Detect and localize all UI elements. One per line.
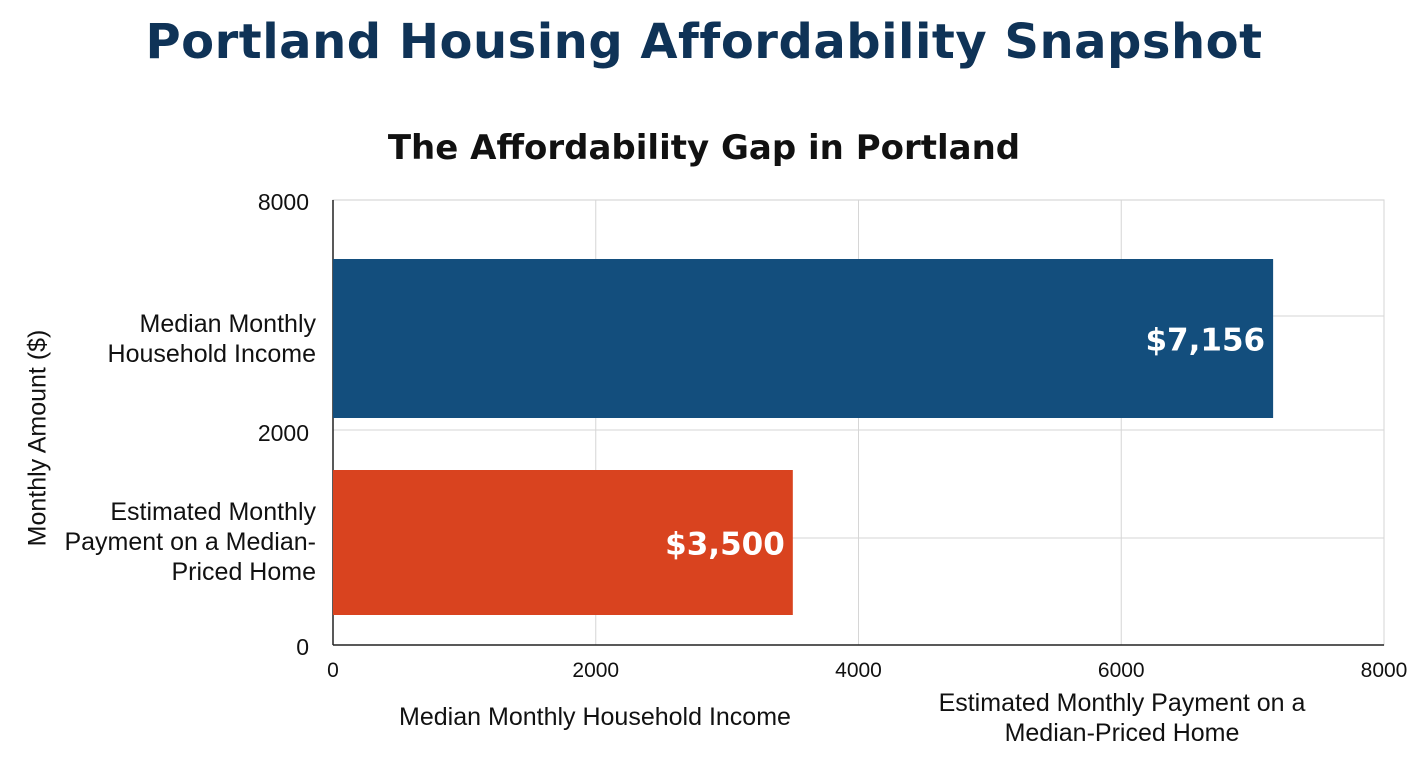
bar bbox=[333, 259, 1274, 418]
y-tick-label: 8000 bbox=[258, 189, 309, 215]
category-label-payment: Estimated Monthly Payment on a Median-Pr… bbox=[64, 498, 316, 586]
chart-title: The Affordability Gap in Portland bbox=[387, 128, 1021, 168]
bar-value-label: $3,500 bbox=[665, 527, 785, 563]
bar bbox=[333, 470, 793, 615]
x-tick-label: 6000 bbox=[1098, 659, 1145, 682]
x-caption-payment: Estimated Monthly Payment on a Median-Pr… bbox=[938, 689, 1306, 747]
x-tick-label: 0 bbox=[327, 659, 339, 682]
y-tick-label: 0 bbox=[296, 634, 309, 660]
category-label-income: Median Monthly Household Income bbox=[107, 310, 316, 368]
page-title: Portland Housing Affordability Snapshot bbox=[145, 14, 1263, 70]
y-tick-label: 2000 bbox=[258, 420, 309, 446]
x-tick-label: 2000 bbox=[572, 659, 619, 682]
bar-value-label: $7,156 bbox=[1145, 323, 1265, 359]
x-tick-label: 8000 bbox=[1361, 659, 1408, 682]
x-caption-income: Median Monthly Household Income bbox=[399, 703, 791, 731]
x-tick-label: 4000 bbox=[835, 659, 882, 682]
